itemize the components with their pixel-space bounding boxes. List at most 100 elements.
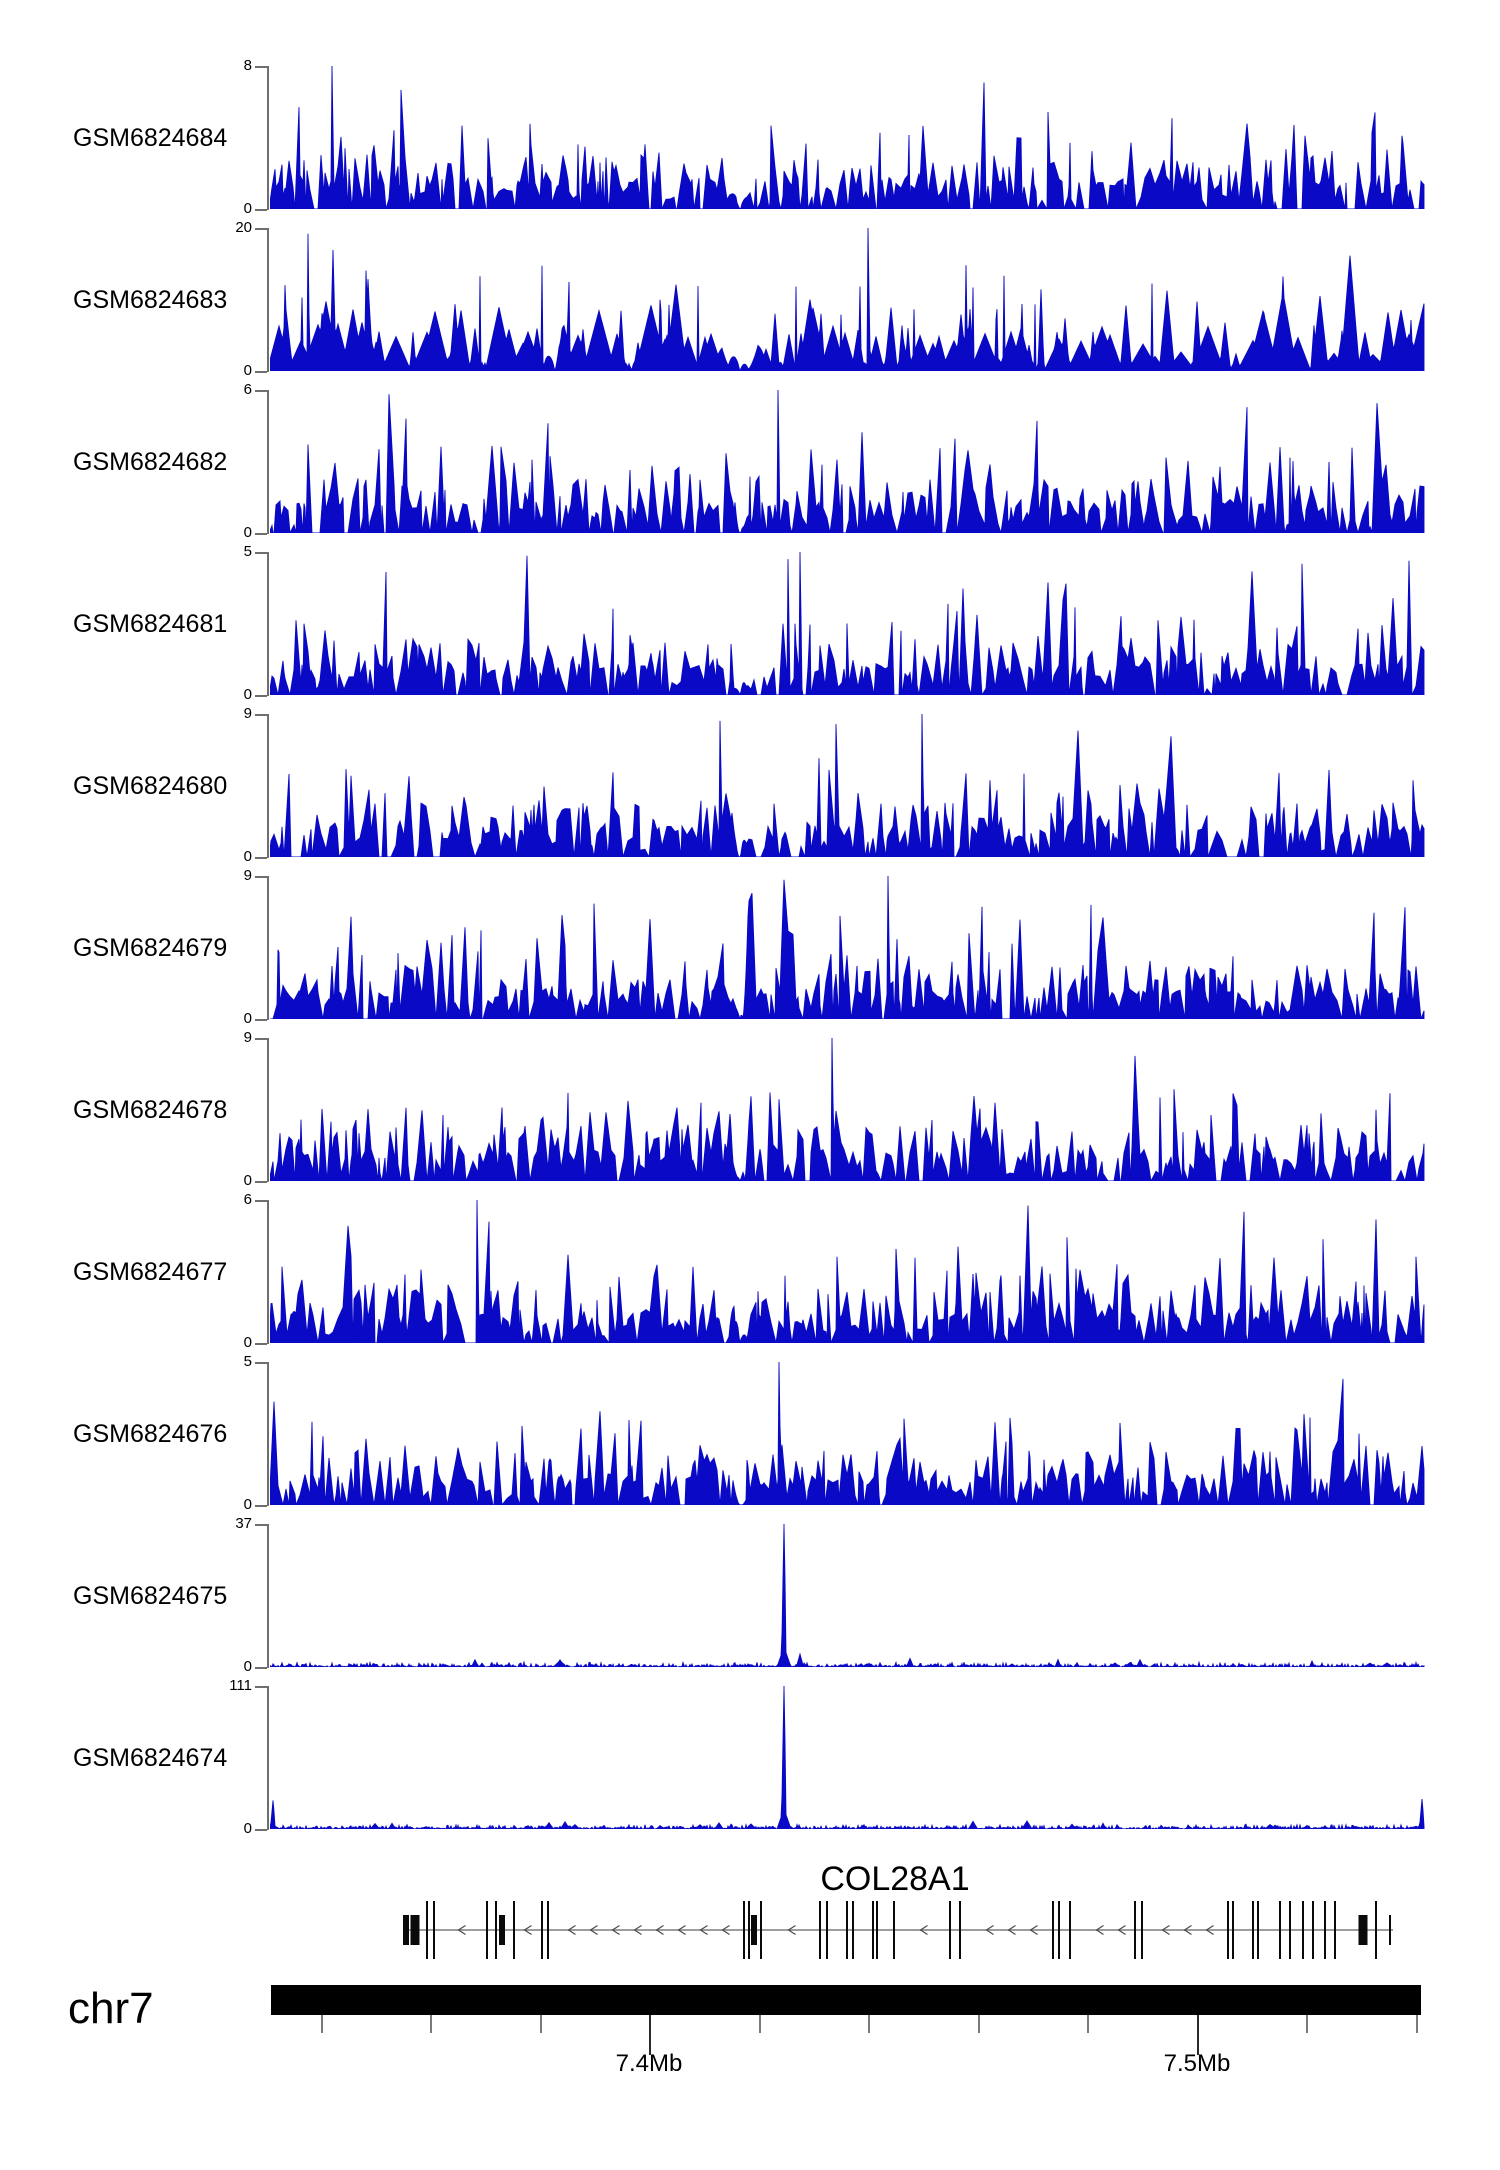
strand-arrow-left-icon — [523, 1924, 532, 1936]
coverage-signal-plot — [270, 66, 1425, 209]
gene-model-track — [403, 1901, 1393, 1959]
strand-arrow-left-icon — [1205, 1924, 1214, 1936]
track-y-axis — [267, 1524, 269, 1668]
strand-arrow-left-icon — [1117, 1924, 1126, 1936]
strand-arrow-left-icon — [985, 1924, 994, 1936]
track-ymax-tick — [255, 1524, 267, 1526]
track-ymax-tick — [255, 228, 267, 230]
scale-minor-tick — [1087, 2015, 1089, 2033]
track-ymin-label: 0 — [243, 1820, 252, 1837]
strand-arrow-left-icon — [787, 1924, 796, 1936]
coverage-signal-path — [270, 552, 1425, 695]
scale-tick-label: 7.5Mb — [1163, 2050, 1231, 2077]
coverage-signal-path — [270, 228, 1425, 371]
gene-exon — [1358, 1915, 1368, 1945]
coverage-signal-path — [270, 66, 1425, 209]
track-ymax-label: 111 — [229, 1677, 252, 1694]
coverage-signal-plot — [270, 1524, 1425, 1667]
gene-exon — [433, 1901, 435, 1959]
gene-exon — [893, 1901, 895, 1959]
scale-major-tick — [1197, 2015, 1199, 2055]
scale-tick-label: 7.4Mb — [615, 2050, 683, 2077]
track-ymin-tick — [255, 209, 267, 211]
gene-exon — [541, 1901, 543, 1959]
strand-arrow-left-icon — [655, 1924, 664, 1936]
coverage-signal-path — [270, 390, 1425, 533]
track-ymax-tick — [255, 390, 267, 392]
scale-minor-tick — [321, 2015, 323, 2033]
gene-exon — [876, 1901, 878, 1959]
track-ymax-tick — [255, 876, 267, 878]
strand-arrow-left-icon — [567, 1924, 576, 1936]
track-ymin-label: 0 — [243, 1172, 252, 1189]
track-ymax-label: 8 — [243, 57, 252, 74]
strand-arrow-left-icon — [677, 1924, 686, 1936]
track-label: GSM6824680 — [73, 771, 228, 800]
gene-exon — [403, 1915, 409, 1945]
track-y-axis — [267, 1686, 269, 1830]
track-ymin-label: 0 — [243, 362, 252, 379]
track-ymax-label: 6 — [243, 1191, 252, 1208]
coverage-signal-plot — [270, 1200, 1425, 1343]
coverage-signal-plot — [270, 228, 1425, 371]
track-ymin-label: 0 — [243, 200, 252, 217]
track-y-axis — [267, 1362, 269, 1506]
track-ymax-label: 5 — [243, 1353, 252, 1370]
track-ymax-tick — [255, 66, 267, 68]
strand-arrow-left-icon — [1183, 1924, 1192, 1936]
coverage-signal-plot — [270, 1362, 1425, 1505]
gene-exon — [760, 1901, 762, 1959]
track-ymin-label: 0 — [243, 1496, 252, 1513]
track-ymax-label: 9 — [243, 867, 252, 884]
track-label: GSM6824675 — [73, 1581, 228, 1610]
chromosome-ideogram — [271, 1985, 1421, 2015]
scale-minor-tick — [868, 2015, 870, 2033]
track-label: GSM6824677 — [73, 1257, 228, 1286]
track-ymin-label: 0 — [243, 1334, 252, 1351]
track-label: GSM6824679 — [73, 933, 228, 962]
track-ymax-tick — [255, 714, 267, 716]
track-ymin-tick — [255, 533, 267, 535]
track-label: GSM6824674 — [73, 1743, 228, 1772]
track-ymin-label: 0 — [243, 686, 252, 703]
track-ymin-tick — [255, 1019, 267, 1021]
gene-exon — [872, 1901, 874, 1959]
track-ymin-tick — [255, 695, 267, 697]
gene-exon — [513, 1901, 515, 1959]
scale-minor-tick — [430, 2015, 432, 2033]
gene-exon — [1289, 1901, 1291, 1959]
track-label: GSM6824678 — [73, 1095, 228, 1124]
strand-arrow-left-icon — [633, 1924, 642, 1936]
strand-arrow-left-icon — [1095, 1924, 1104, 1936]
track-ymin-label: 0 — [243, 848, 252, 865]
track-y-axis — [267, 552, 269, 696]
track-ymax-tick — [255, 1200, 267, 1202]
gene-exon — [1052, 1901, 1054, 1959]
coverage-signal-path — [270, 1686, 1425, 1829]
strand-arrow-left-icon — [1029, 1924, 1038, 1936]
track-ymax-tick — [255, 1686, 267, 1688]
track-label: GSM6824676 — [73, 1419, 228, 1448]
gene-exon — [1232, 1901, 1234, 1959]
gene-exon — [743, 1901, 745, 1959]
gene-exon — [1058, 1901, 1060, 1959]
chromosome-label: chr7 — [68, 1984, 154, 2033]
scale-minor-tick — [1416, 2015, 1418, 2033]
track-y-axis — [267, 66, 269, 210]
gene-exon — [1252, 1901, 1254, 1959]
scale-minor-tick — [540, 2015, 542, 2033]
track-ymax-tick — [255, 1038, 267, 1040]
track-ymax-label: 6 — [243, 381, 252, 398]
track-ymin-tick — [255, 1343, 267, 1345]
track-ymin-label: 0 — [243, 1010, 252, 1027]
coverage-signal-plot — [270, 1686, 1425, 1829]
scale-minor-tick — [978, 2015, 980, 2033]
coverage-signal-plot — [270, 714, 1425, 857]
gene-exon — [410, 1915, 420, 1945]
scale-major-tick — [649, 2015, 651, 2055]
coverage-signal-plot — [270, 390, 1425, 533]
gene-exon — [426, 1901, 428, 1959]
track-ymax-label: 20 — [235, 219, 252, 236]
gene-exon — [1302, 1901, 1304, 1959]
track-ymax-label: 9 — [243, 705, 252, 722]
